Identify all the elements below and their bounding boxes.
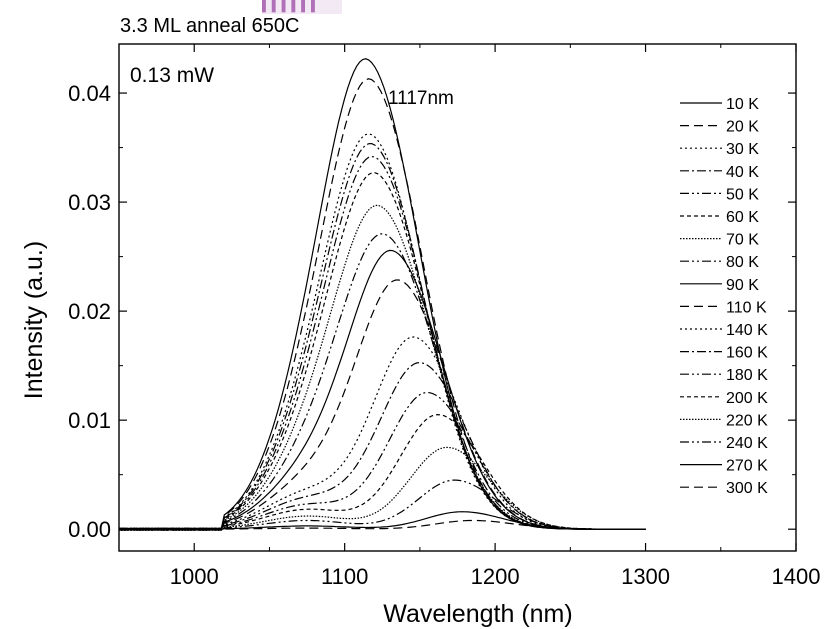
peak-annotation: 1117nm <box>388 88 454 109</box>
legend-label: 20 K <box>726 119 759 136</box>
legend-label: 30 K <box>726 141 759 158</box>
plot-border <box>118 43 797 552</box>
chart-title: 3.3 ML anneal 650C <box>120 15 299 37</box>
legend-label: 140 K <box>726 322 768 339</box>
plot-frame <box>118 43 797 552</box>
x-tick-label: 1300 <box>621 564 670 589</box>
series-line-40-k <box>118 142 646 531</box>
series-line-270-k <box>118 511 646 531</box>
y-axis-label: Intensity (a.u.) <box>20 241 48 399</box>
legend-label: 200 K <box>726 390 768 407</box>
series-line-300-k <box>118 519 646 531</box>
series-line-140-k <box>118 336 646 531</box>
series-line-200-k <box>118 413 646 531</box>
series-line-220-k <box>118 446 646 531</box>
legend-label: 90 K <box>726 277 759 294</box>
y-tick-label: 0.01 <box>68 408 111 433</box>
power-annotation: 0.13 mW <box>130 64 214 87</box>
y-tick-label: 0.04 <box>68 81 111 106</box>
series-line-70-k <box>118 204 646 531</box>
legend-label: 60 K <box>726 209 759 226</box>
legend-label: 180 K <box>726 367 768 384</box>
legend-label: 10 K <box>726 96 759 113</box>
y-tick-label: 0.00 <box>68 517 111 542</box>
y-tick-label: 0.03 <box>68 190 111 215</box>
x-tick-label: 1000 <box>170 564 219 589</box>
series-line-30-k <box>118 133 646 532</box>
x-tick-label: 1400 <box>772 564 821 589</box>
legend-label: 70 K <box>726 232 759 249</box>
series-line-180-k <box>118 392 646 531</box>
series-line-50-k <box>118 155 646 531</box>
legend-label: 80 K <box>726 254 759 271</box>
axis-ticks: 1000 1100 1200 1300 1400 0.00 0.01 0.02 0.03 0.04 <box>68 44 820 589</box>
legend-label: 240 K <box>726 435 768 452</box>
series-line-20-k <box>118 78 646 531</box>
legend-label: 40 K <box>726 164 759 181</box>
legend-label: 160 K <box>726 345 768 362</box>
series-layer <box>118 58 646 532</box>
x-tick-label: 1200 <box>471 564 520 589</box>
watermark-logo: ▌▌▌▌▌▌ <box>262 0 342 14</box>
series-line-60-k <box>119 172 646 531</box>
legend-label: 270 K <box>726 458 768 475</box>
series-line-160-k <box>118 361 646 531</box>
y-tick-label: 0.02 <box>68 299 111 324</box>
legend-label: 220 K <box>726 412 768 429</box>
x-axis-label: Wavelength (nm) <box>383 600 572 628</box>
legend-label: 50 K <box>726 186 759 203</box>
legend-label: 300 K <box>726 480 768 497</box>
legend: 10 K 20 K 30 K 40 K 50 K 60 K 70 K 80 K 90 K 110 … <box>680 96 768 497</box>
x-tick-label: 1100 <box>321 564 368 589</box>
legend-label: 110 K <box>726 299 767 316</box>
series-line-10-k <box>118 58 646 531</box>
series-line-110-k <box>118 279 646 531</box>
series-line-240-k <box>118 479 646 531</box>
